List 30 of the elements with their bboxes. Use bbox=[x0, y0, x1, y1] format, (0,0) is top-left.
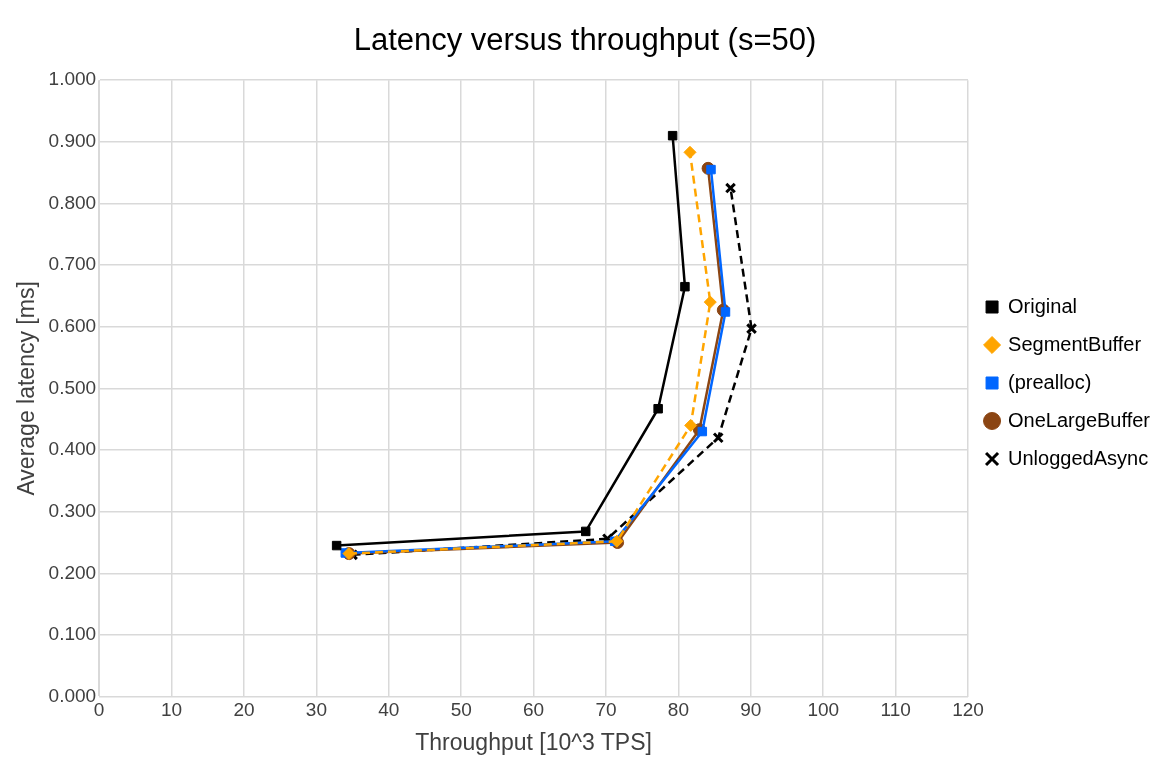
y-axis-title: Average latency [ms] bbox=[13, 281, 40, 496]
x-tick-label: 30 bbox=[305, 699, 327, 721]
y-tick-label: 0.900 bbox=[48, 130, 97, 152]
legend-label: UnloggedAsync bbox=[1008, 446, 1149, 469]
x-tick-label: 60 bbox=[523, 699, 545, 721]
y-tick-label: 0.500 bbox=[48, 376, 97, 398]
x-tick-label: 120 bbox=[952, 699, 984, 721]
x-tick-label: 70 bbox=[595, 699, 617, 721]
x-tick-label: 90 bbox=[740, 699, 762, 721]
legend-label: Original bbox=[1008, 294, 1077, 317]
x-tick-label: 80 bbox=[667, 699, 689, 721]
y-tick-label: 0.600 bbox=[48, 314, 97, 336]
y-tick-label: 0.300 bbox=[48, 499, 97, 521]
x-tick-label: 100 bbox=[807, 699, 840, 721]
y-tick-label: 0.100 bbox=[48, 623, 97, 645]
x-tick-label: 10 bbox=[160, 699, 183, 721]
legend-label: OneLargeBuffer bbox=[1008, 408, 1151, 431]
x-tick-label: 110 bbox=[880, 699, 911, 721]
y-tick-label: 1.000 bbox=[48, 68, 97, 90]
x-tick-label: 20 bbox=[233, 699, 255, 721]
y-tick-label: 0.400 bbox=[48, 438, 97, 460]
legend-label: (prealloc) bbox=[1008, 370, 1092, 393]
y-tick-label: 0.800 bbox=[48, 191, 97, 213]
y-tick-label: 0.700 bbox=[48, 253, 97, 275]
chart-title: Latency versus throughput (s=50) bbox=[353, 22, 817, 58]
legend-label: SegmentBuffer bbox=[1008, 332, 1142, 355]
y-tick-label: 0.200 bbox=[48, 561, 97, 583]
x-axis-title: Throughput [10^3 TPS] bbox=[415, 728, 652, 755]
x-tick-label: 40 bbox=[378, 699, 400, 721]
x-tick-label: 50 bbox=[450, 699, 472, 721]
